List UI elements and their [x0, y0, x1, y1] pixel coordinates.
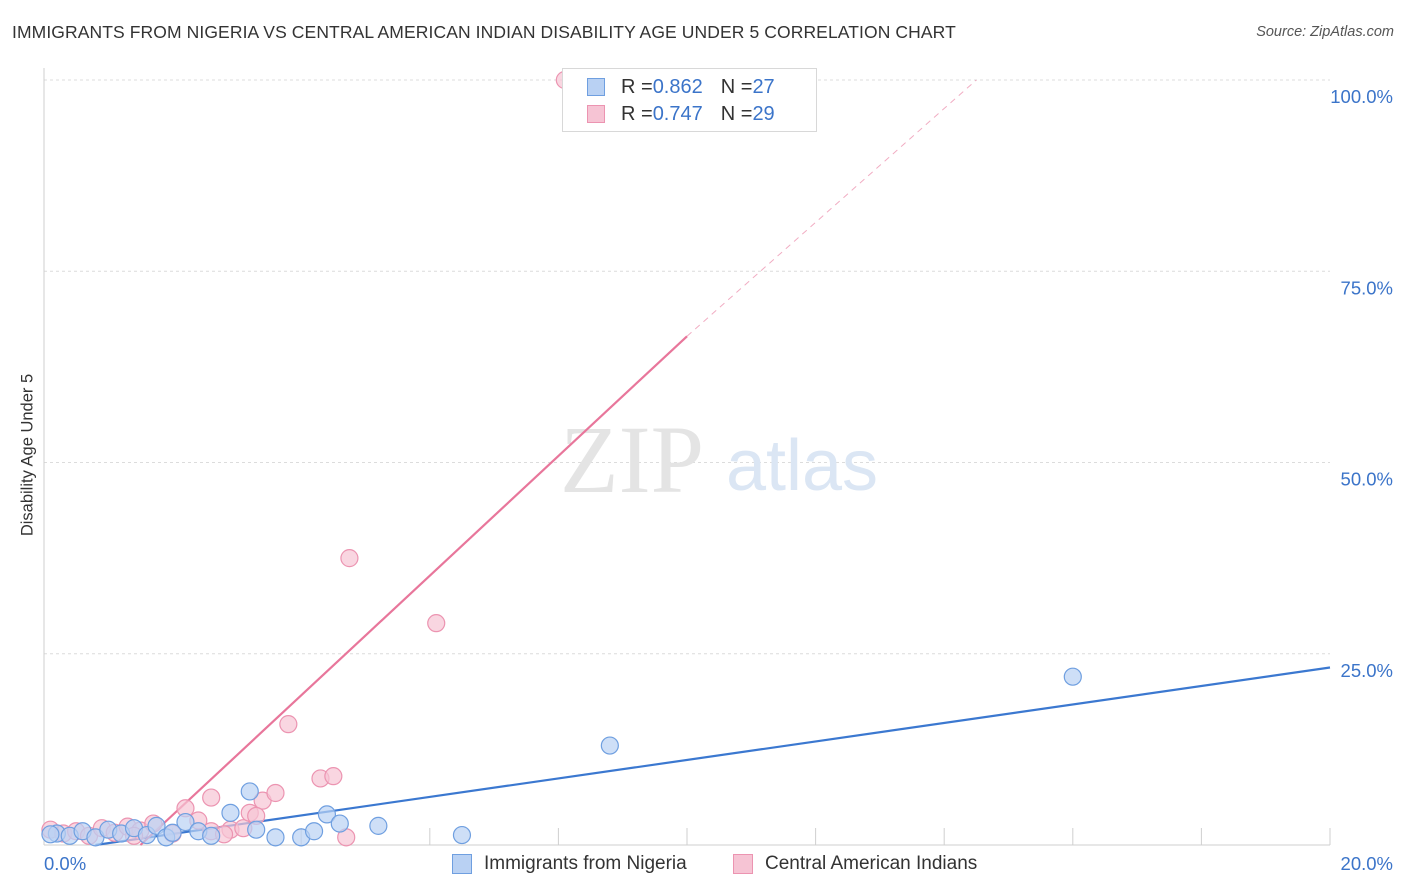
y-tick-label: 50.0% [1341, 469, 1393, 490]
point-nigeria [163, 823, 182, 842]
gridlines [44, 79, 1330, 655]
chart-title: IMMIGRANTS FROM NIGERIA VS CENTRAL AMERI… [12, 22, 956, 42]
legend-n-value: 29 [752, 102, 775, 125]
point-central-american [279, 715, 298, 734]
y-tick-label: 25.0% [1341, 660, 1393, 681]
legend-n-label: N = [720, 75, 753, 98]
point-nigeria [317, 805, 337, 824]
legend-row-nigeria: R = 0.862 N = 27 [587, 75, 775, 99]
series-legend-nigeria: Immigrants from Nigeria [452, 851, 687, 877]
tick-labels: 25.0% 50.0% 75.0% 100.0% 0.0% 20.0% [44, 86, 1393, 874]
point-nigeria [369, 816, 388, 835]
point-nigeria [240, 782, 259, 801]
point-central-american [266, 783, 285, 803]
trend-line-central-american-extension [686, 79, 977, 337]
point-nigeria [304, 822, 324, 841]
y-tick-label: 75.0% [1341, 277, 1393, 298]
legend-swatch-blue [587, 78, 605, 96]
y-axis-label: Disability Age Under 5 [18, 373, 37, 537]
point-nigeria [452, 825, 472, 845]
point-nigeria [247, 820, 266, 839]
legend-n-label: N = [720, 102, 753, 125]
point-nigeria [330, 814, 349, 833]
point-nigeria [176, 812, 195, 832]
x-tick-label: 0.0% [44, 853, 86, 874]
point-central-american [202, 788, 221, 807]
legend-r-value: 0.747 [652, 102, 703, 125]
y-tick-label: 100.0% [1330, 86, 1393, 107]
point-nigeria [1063, 667, 1082, 686]
source-label: Source: ZipAtlas.com [1256, 24, 1394, 40]
trend-lines [95, 79, 1331, 847]
point-central-american [324, 767, 343, 786]
x-tick-label: 20.0% [1341, 853, 1393, 874]
trend-line-nigeria [95, 666, 1331, 847]
point-central-american [427, 614, 446, 633]
legend-r-label: R = [621, 102, 653, 125]
series-name: Central American Indians [765, 853, 978, 874]
trend-line-central-american [139, 335, 688, 846]
point-nigeria [600, 736, 619, 755]
point-nigeria [202, 826, 221, 845]
point-nigeria [266, 828, 285, 847]
series-legend-central-american: Central American Indians [733, 851, 977, 877]
watermark-atlas: atlas [726, 426, 878, 506]
legend-r-label: R = [621, 75, 653, 98]
legend-row-central-american: R = 0.747 N = 29 [587, 102, 775, 126]
watermark-zip: ZIP [560, 406, 704, 513]
series-name: Immigrants from Nigeria [484, 853, 687, 874]
legend-swatch-blue [452, 854, 472, 874]
point-nigeria [41, 825, 60, 844]
data-points [41, 70, 1082, 847]
point-central-american [340, 549, 359, 568]
legend-swatch-pink [587, 105, 605, 123]
correlation-legend: R = 0.862 N = 27 R = 0.747 N = 29 [562, 68, 817, 132]
legend-n-value: 27 [752, 75, 775, 98]
legend-swatch-pink [733, 854, 753, 874]
point-nigeria [221, 803, 240, 822]
legend-r-value: 0.862 [652, 75, 703, 98]
